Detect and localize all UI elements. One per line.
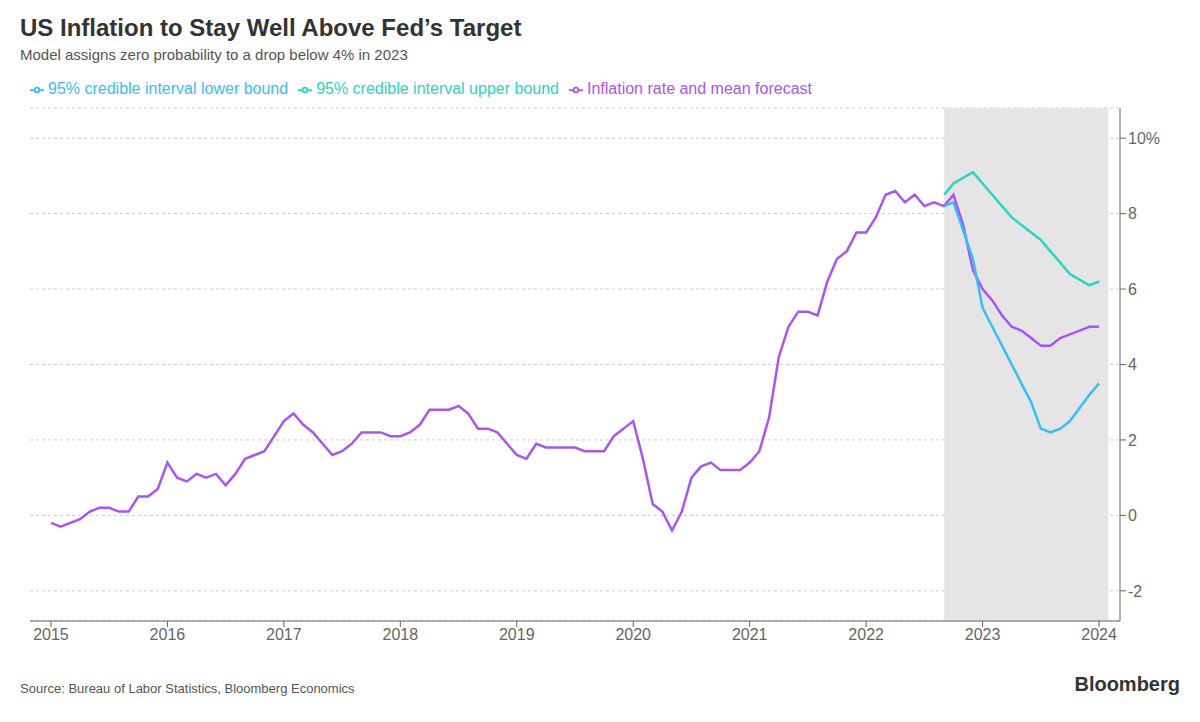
svg-text:2021: 2021 [732,626,768,643]
svg-text:6: 6 [1128,281,1137,298]
svg-text:2: 2 [1128,432,1137,449]
html-text:95% credible interval upper bo: 95% credible interval upper bound [316,80,559,97]
html-text:Model assigns zero probability: Model assigns zero probability to a drop… [20,46,408,63]
svg-text:2024: 2024 [1081,626,1117,643]
html-text:95% credible interval lower bo: 95% credible interval lower bound [48,80,289,97]
svg-text:2020: 2020 [615,626,651,643]
svg-text:2016: 2016 [150,626,186,643]
svg-text:-2: -2 [1128,583,1142,600]
html-text:Bloomberg: Bloomberg [1074,673,1180,695]
svg-text:10%: 10% [1128,130,1160,147]
html-text:Inflation rate and mean foreca: Inflation rate and mean forecast [587,80,812,97]
html-text:Source: Bureau of Labor Statis: Source: Bureau of Labor Statistics, Bloo… [20,681,355,696]
svg-text:2017: 2017 [266,626,302,643]
svg-text:2018: 2018 [383,626,419,643]
svg-text:4: 4 [1128,356,1137,373]
svg-text:2015: 2015 [33,626,69,643]
svg-text:2019: 2019 [499,626,535,643]
svg-text:8: 8 [1128,205,1137,222]
svg-text:0: 0 [1128,507,1137,524]
svg-text:2022: 2022 [848,626,884,643]
svg-text:2023: 2023 [965,626,1001,643]
html-text:US Inflation to Stay Well Abov: US Inflation to Stay Well Above Fed’s Ta… [20,14,522,41]
